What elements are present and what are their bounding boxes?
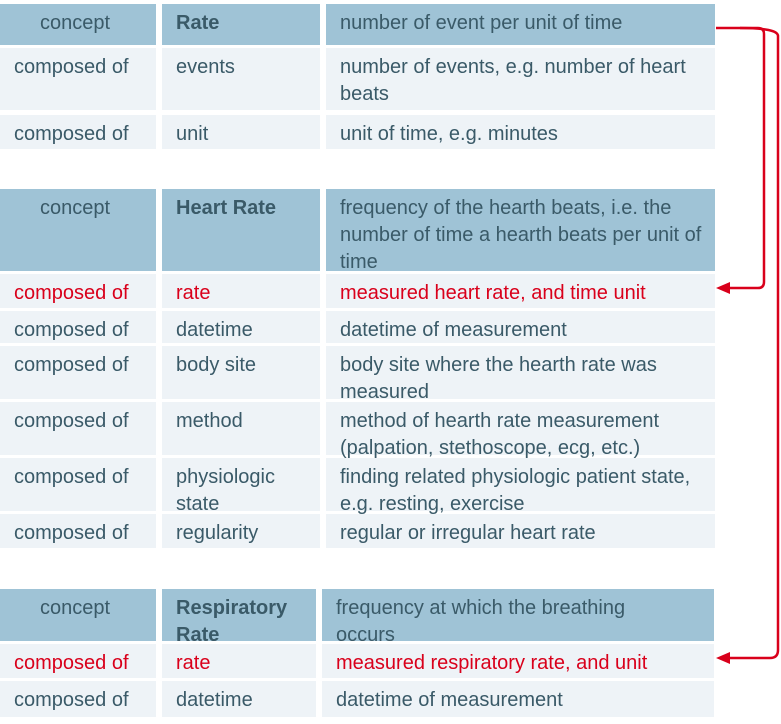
heart-rate-concept-name: Heart Rate [162, 189, 320, 271]
respiratory-rate-concept-name: Respiratory Rate [162, 589, 316, 646]
heart-rate-row-datetime-type: composed of [0, 311, 156, 343]
heart-rate-row-method-name: method [162, 402, 320, 455]
heart-rate-row-method-description: method of hearth rate measurement (palpa… [326, 402, 715, 459]
respiratory-rate-row-rate-type: composed of [0, 644, 156, 678]
rate-row-events-name: events [162, 48, 320, 110]
respiratory-rate-row-rate-name: rate [162, 644, 316, 678]
rate-row-unit-name: unit [162, 115, 320, 149]
heart-rate-row-body-site-name: body site [162, 346, 320, 399]
arrowhead-heart-rate [716, 282, 730, 294]
heart-rate-row-regularity-name: regularity [162, 514, 320, 548]
heart-rate-concept-label: concept [0, 189, 156, 271]
rate-concept-description: number of event per unit of time [326, 4, 715, 45]
rate-row-unit-description: unit of time, e.g. minutes [326, 115, 715, 149]
heart-rate-row-datetime-name: datetime [162, 311, 320, 343]
arrow-rate-to-heart-rate [716, 26, 766, 290]
respiratory-rate-row-rate-description: measured respiratory rate, and unit [322, 644, 714, 678]
respiratory-rate-row-datetime-type: composed of [0, 681, 156, 717]
respiratory-rate-concept-description: frequency at which the breathing occurs [322, 589, 714, 646]
heart-rate-row-physiologic-state-type: composed of [0, 458, 156, 511]
heart-rate-row-physiologic-state-name: physiologic state [162, 458, 320, 515]
heart-rate-row-regularity-type: composed of [0, 514, 156, 548]
rate-concept-name: Rate [162, 4, 320, 45]
heart-rate-row-body-site-description: body site where the hearth rate was meas… [326, 346, 715, 403]
rate-row-unit-type: composed of [0, 115, 156, 149]
rate-row-events-type: composed of [0, 48, 156, 110]
respiratory-rate-row-datetime-description: datetime of measurement [322, 681, 714, 717]
arrow-rate-to-respiratory-rate [728, 26, 780, 660]
heart-rate-row-rate-type: composed of [0, 274, 156, 308]
heart-rate-concept-description: frequency of the hearth beats, i.e. the … [326, 189, 715, 273]
rate-concept-label: concept [0, 4, 156, 45]
heart-rate-row-method-type: composed of [0, 402, 156, 455]
heart-rate-row-body-site-type: composed of [0, 346, 156, 399]
heart-rate-row-rate-name: rate [162, 274, 320, 308]
heart-rate-row-rate-description: measured heart rate, and time unit [326, 274, 715, 308]
heart-rate-row-datetime-description: datetime of measurement [326, 311, 715, 343]
respiratory-rate-row-datetime-name: datetime [162, 681, 316, 717]
rate-row-events-description: number of events, e.g. number of heart b… [326, 48, 715, 110]
arrowhead-respiratory-rate [716, 652, 730, 664]
heart-rate-row-regularity-description: regular or irregular heart rate [326, 514, 715, 548]
respiratory-rate-concept-label: concept [0, 589, 156, 641]
heart-rate-row-physiologic-state-description: finding related physiologic patient stat… [326, 458, 715, 515]
